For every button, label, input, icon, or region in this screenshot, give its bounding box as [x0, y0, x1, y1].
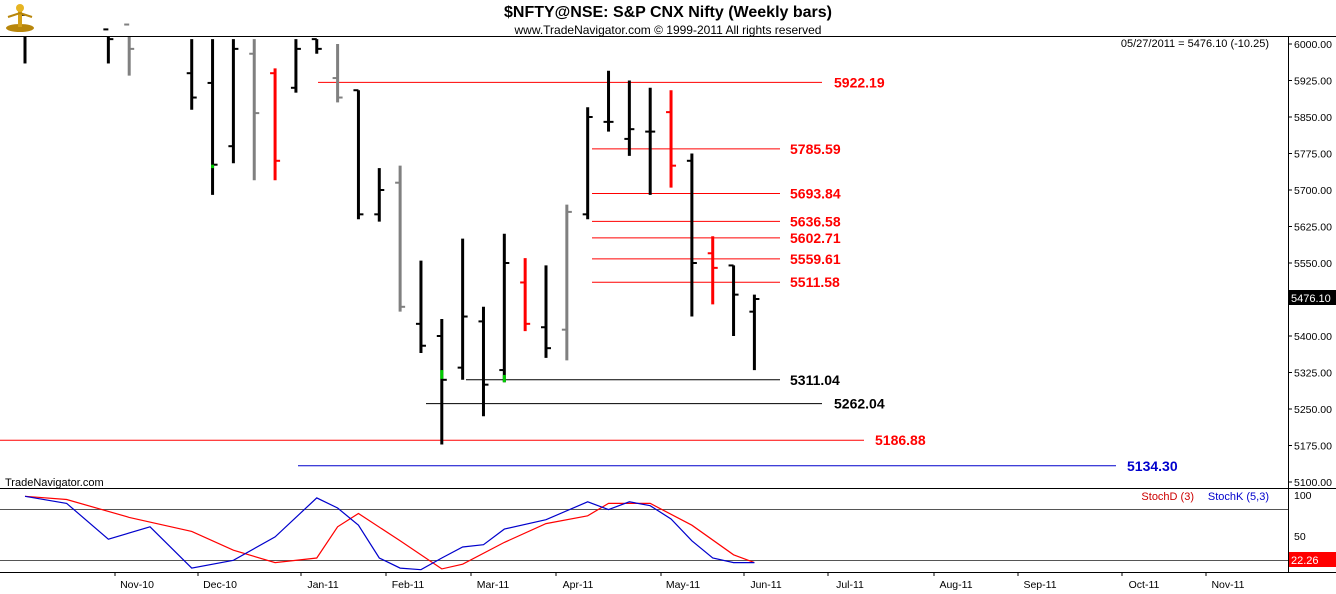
level-label: 5922.19 — [834, 74, 885, 90]
month-label: Dec-10 — [203, 579, 237, 591]
ohlc-bar — [353, 89, 364, 220]
stochk-line — [24, 495, 755, 571]
ohlc-bar — [249, 39, 260, 181]
level-label: 5186.88 — [875, 432, 926, 448]
ohlc-bar — [186, 39, 197, 110]
price-tick-label: 5775.00 — [1294, 149, 1332, 161]
month-label: Oct-11 — [1129, 579, 1160, 591]
price-tick-label: 5925.00 — [1294, 76, 1332, 88]
date-x-axis: Nov-10 Dec-10 Jan-11 Feb-11 Mar-11 Apr-11 May-… — [114, 572, 1245, 591]
price-tick-label: 5550.00 — [1294, 258, 1332, 270]
ohlc-bar — [478, 306, 489, 417]
ohlc-bar — [457, 238, 468, 380]
price-tick-label: 5250.00 — [1294, 404, 1332, 416]
month-label: Sep-11 — [1023, 579, 1056, 591]
ohlc-bar — [645, 87, 656, 195]
price-tick-label: 5850.00 — [1294, 112, 1332, 124]
stoch-value-tag: 22.26 — [1291, 555, 1319, 567]
level-label: 5693.84 — [790, 185, 841, 201]
price-tag: 5476.10 — [1291, 293, 1331, 305]
ohlc-bar — [332, 44, 343, 103]
level-label: 5785.59 — [790, 141, 841, 157]
stochastic-lines — [24, 495, 755, 571]
month-label: Jan-11 — [307, 579, 338, 591]
price-tag-box — [1289, 290, 1336, 305]
month-label: May-11 — [666, 579, 700, 591]
ohlc-bar — [582, 107, 593, 220]
level-label: 5602.71 — [790, 230, 841, 246]
tradenavigator-logo — [6, 4, 34, 32]
legend-stochd: StochD (3) — [1141, 491, 1194, 503]
ohlc-bar — [499, 233, 510, 383]
month-label: Aug-11 — [939, 579, 972, 591]
price-tick-label: 5700.00 — [1294, 185, 1332, 197]
price-tick-label: 5400.00 — [1294, 331, 1332, 343]
level-label: 5636.58 — [790, 213, 841, 229]
stochd-line — [24, 495, 755, 570]
month-label: Jun-11 — [750, 579, 781, 591]
month-label: Apr-11 — [563, 579, 594, 591]
stoch-tag-box — [1289, 552, 1336, 567]
month-label: Feb-11 — [392, 579, 425, 591]
level-label: 5134.30 — [1127, 458, 1178, 474]
ohlc-bar — [124, 23, 135, 76]
legend-stochk: StochK (5,3) — [1208, 491, 1269, 503]
ohlc-bar — [686, 153, 697, 317]
ohlc-bar — [207, 39, 218, 195]
price-tick-label: 5175.00 — [1294, 441, 1332, 453]
ohlc-bar — [103, 28, 114, 64]
stoch-tick-50: 50 — [1294, 531, 1306, 543]
month-label: Jul-11 — [836, 579, 864, 591]
level-label: 5262.04 — [834, 396, 885, 412]
ohlc-bar — [436, 318, 447, 445]
brand-label: TradeNavigator.com — [5, 477, 104, 489]
price-tick-label: 5625.00 — [1294, 222, 1332, 234]
ohlc-bar — [228, 39, 239, 164]
ohlc-bar — [707, 236, 718, 305]
ohlc-bar — [520, 258, 531, 332]
level-label: 5511.58 — [790, 274, 840, 290]
level-label: 5559.61 — [790, 251, 841, 267]
ohlc-bar — [541, 265, 551, 358]
ohlc-bar — [749, 294, 760, 371]
price-tick-label: 6000.00 — [1294, 39, 1332, 51]
price-y-axis: 6000.00 5925.00 5850.00 5775.00 5700.00 5625.… — [1288, 39, 1332, 489]
chart-title: $NFTY@NSE: S&P CNX Nifty (Weekly bars) — [504, 4, 832, 21]
stoch-tick-100: 100 — [1294, 490, 1312, 502]
ohlc-bar — [728, 264, 739, 336]
last-quote: 05/27/2011 = 5476.10 (-10.25) — [1121, 38, 1269, 50]
ohlc-bars — [20, 13, 760, 445]
month-label: Mar-11 — [477, 579, 510, 591]
ohlc-bar — [395, 165, 406, 312]
ohlc-bar — [311, 38, 322, 54]
copyright-text: www.TradeNavigator.com © 1999-2011 All r… — [514, 23, 822, 37]
ohlc-bar — [270, 68, 281, 181]
month-label: Nov-11 — [1211, 579, 1244, 591]
level-label: 5311.04 — [790, 372, 840, 388]
ohlc-bar — [624, 80, 635, 156]
ohlc-bar — [374, 168, 385, 222]
ohlc-bar — [290, 39, 301, 93]
frames — [0, 36, 1336, 573]
ohlc-bar — [561, 204, 572, 361]
month-label: Nov-10 — [120, 579, 154, 591]
price-tick-label: 5325.00 — [1294, 368, 1332, 380]
ohlc-bar — [415, 260, 426, 354]
ohlc-bar — [666, 90, 677, 188]
ohlc-bar — [603, 70, 614, 132]
price-tick-label: 5100.00 — [1294, 477, 1332, 489]
